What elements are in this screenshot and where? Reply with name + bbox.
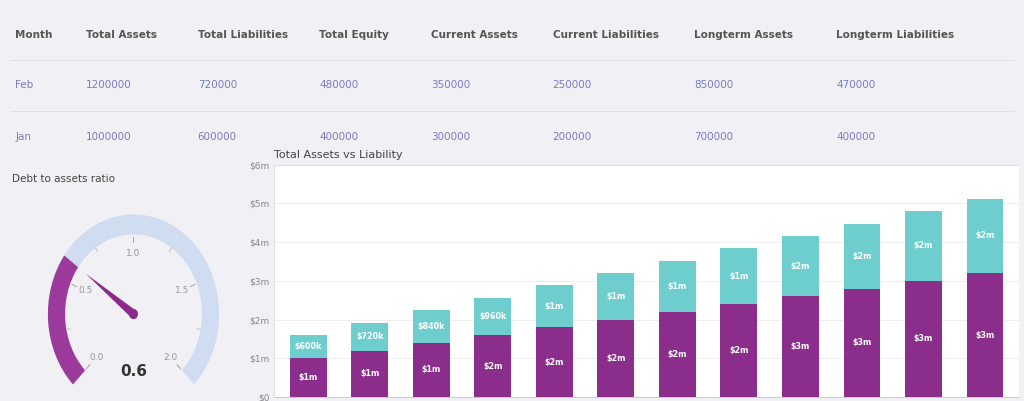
Text: 700000: 700000: [694, 132, 733, 142]
Text: $1m: $1m: [545, 302, 564, 311]
Text: $3m: $3m: [913, 334, 933, 343]
Text: 720000: 720000: [198, 79, 237, 89]
Text: $2m: $2m: [729, 346, 749, 355]
Bar: [536, 286, 572, 327]
Text: $840k: $840k: [418, 322, 445, 331]
Bar: [721, 304, 758, 397]
Text: 350000: 350000: [431, 79, 470, 89]
Text: Longterm Liabilities: Longterm Liabilities: [837, 30, 954, 40]
Text: $1m: $1m: [299, 373, 317, 382]
Text: 300000: 300000: [431, 132, 470, 142]
Text: $2m: $2m: [545, 358, 564, 367]
Text: 480000: 480000: [319, 79, 358, 89]
Wedge shape: [48, 255, 85, 385]
Text: $1m: $1m: [668, 282, 687, 291]
Wedge shape: [48, 215, 219, 385]
Bar: [782, 296, 819, 397]
Text: 0.0: 0.0: [89, 352, 103, 362]
Text: Feb: Feb: [15, 79, 34, 89]
Bar: [474, 335, 511, 397]
Text: $2m: $2m: [483, 362, 503, 371]
Text: 250000: 250000: [553, 79, 592, 89]
Bar: [351, 323, 388, 350]
Text: 1200000: 1200000: [86, 79, 132, 89]
Bar: [782, 236, 819, 296]
Text: $3m: $3m: [976, 330, 994, 340]
Text: Total Assets: Total Assets: [86, 30, 158, 40]
Text: 400000: 400000: [319, 132, 358, 142]
Text: Month: Month: [15, 30, 52, 40]
Text: 200000: 200000: [553, 132, 592, 142]
Polygon shape: [86, 274, 136, 318]
Bar: [905, 211, 942, 281]
Bar: [597, 273, 634, 320]
Bar: [721, 248, 758, 304]
Bar: [274, 165, 1019, 397]
Text: $720k: $720k: [356, 332, 383, 341]
Bar: [967, 199, 1004, 273]
Text: Total Assets vs Liability: Total Assets vs Liability: [274, 150, 403, 160]
Text: 600000: 600000: [198, 132, 237, 142]
Bar: [290, 358, 327, 397]
Text: Current Liabilities: Current Liabilities: [553, 30, 658, 40]
Text: $2m: $2m: [913, 241, 933, 251]
Bar: [844, 289, 881, 397]
Text: 850000: 850000: [694, 79, 734, 89]
Text: 1.0: 1.0: [126, 249, 140, 258]
Bar: [413, 310, 450, 343]
Text: $2m: $2m: [975, 231, 994, 241]
Text: 0.5: 0.5: [78, 286, 92, 295]
Bar: [844, 223, 881, 289]
Text: Total Liabilities: Total Liabilities: [198, 30, 288, 40]
Bar: [967, 273, 1004, 397]
Text: Total Equity: Total Equity: [319, 30, 389, 40]
Text: 2.0: 2.0: [164, 352, 177, 362]
Bar: [658, 312, 696, 397]
Text: Current Assets: Current Assets: [431, 30, 518, 40]
Text: 0.6: 0.6: [120, 364, 147, 379]
Text: 400000: 400000: [837, 132, 876, 142]
Text: Longterm Assets: Longterm Assets: [694, 30, 794, 40]
Text: $1m: $1m: [729, 272, 749, 281]
Bar: [536, 327, 572, 397]
Bar: [905, 281, 942, 397]
Text: Debt to assets ratio: Debt to assets ratio: [11, 174, 115, 184]
Bar: [351, 350, 388, 397]
Text: $1m: $1m: [606, 292, 626, 301]
Text: $2m: $2m: [791, 261, 810, 271]
Bar: [474, 298, 511, 335]
Bar: [290, 335, 327, 358]
Text: 470000: 470000: [837, 79, 876, 89]
Text: $3m: $3m: [852, 338, 871, 347]
Text: $2m: $2m: [668, 350, 687, 359]
Text: $1m: $1m: [422, 365, 441, 375]
Text: $600k: $600k: [295, 342, 322, 351]
Bar: [413, 343, 450, 397]
Text: $3m: $3m: [791, 342, 810, 351]
Text: $2m: $2m: [606, 354, 626, 363]
Text: Jan: Jan: [15, 132, 32, 142]
Text: $960k: $960k: [479, 312, 507, 321]
Circle shape: [130, 310, 137, 318]
Text: 1000000: 1000000: [86, 132, 132, 142]
Text: $1m: $1m: [360, 369, 379, 378]
Text: 1.5: 1.5: [175, 286, 189, 295]
Bar: [597, 320, 634, 397]
Text: $2m: $2m: [852, 251, 871, 261]
Bar: [658, 261, 696, 312]
